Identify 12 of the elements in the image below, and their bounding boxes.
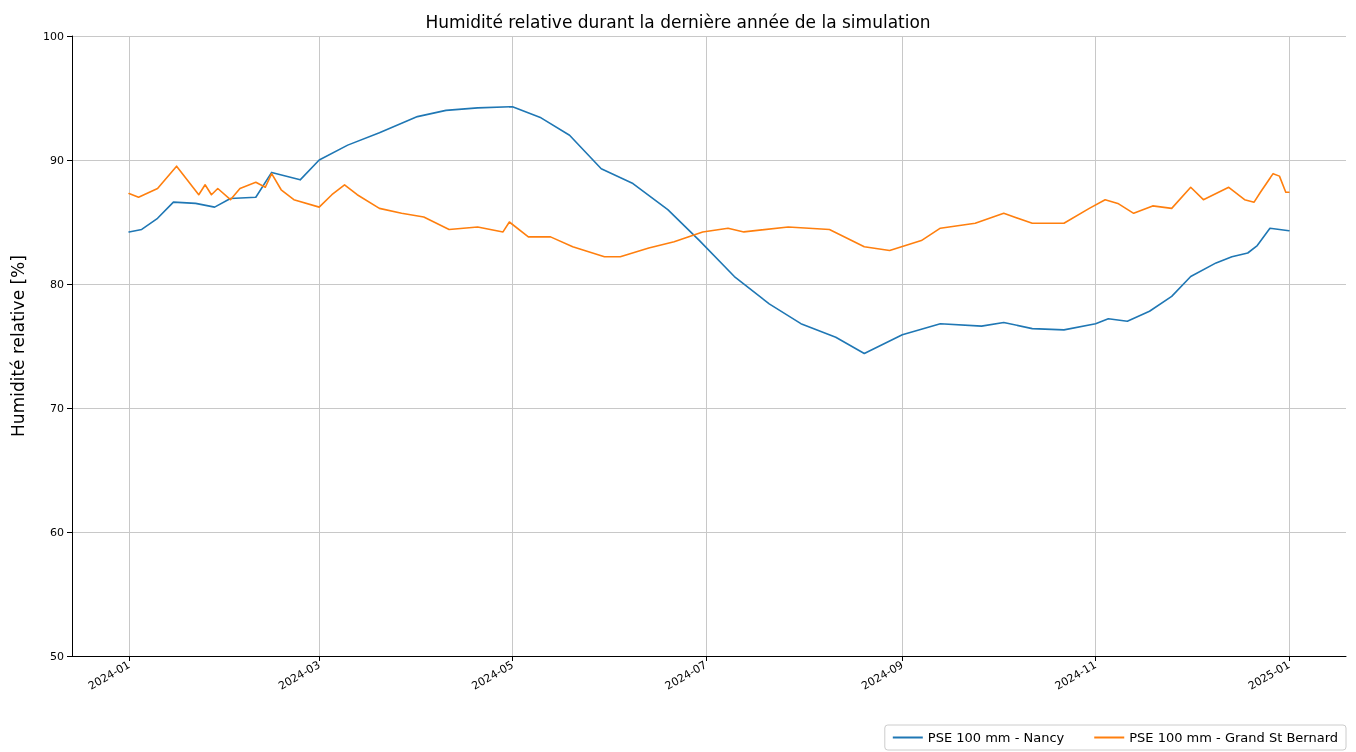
chart-title: Humidité relative durant la dernière année de la simulation	[425, 11, 931, 32]
legend-label: PSE 100 mm - Nancy	[927, 730, 1065, 745]
legend-label: PSE 100 mm - Grand St Bernard	[1129, 730, 1338, 745]
line-series	[128, 165, 1290, 258]
y-tick-label: 90	[50, 153, 64, 167]
y-tick-label: 50	[50, 649, 64, 663]
y-tick-label: 60	[50, 525, 64, 539]
line-series	[128, 105, 1290, 355]
y-axis-title: Humidité relative [%]	[7, 255, 28, 437]
y-tick-label: 70	[50, 401, 64, 415]
y-tick-label: 80	[50, 277, 64, 291]
y-tick-label: 100	[43, 29, 64, 43]
